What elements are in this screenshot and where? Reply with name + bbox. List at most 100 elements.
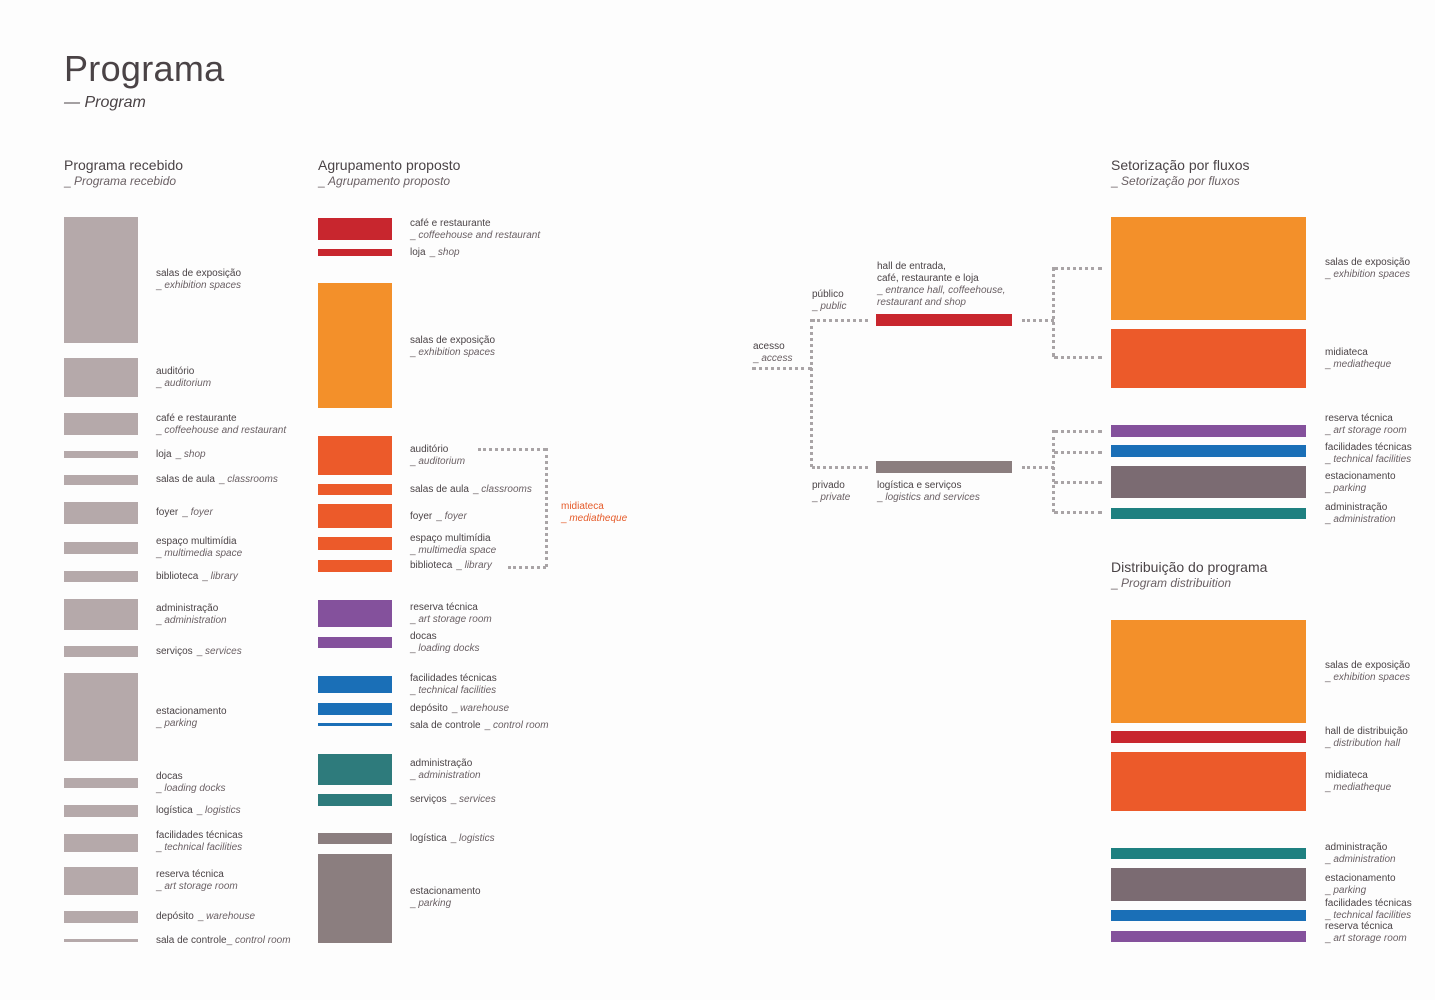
distribution-label-storage: reserva técnicaart storage room xyxy=(1325,921,1407,945)
received-label-technical: facilidades técnicastechnical facilities xyxy=(156,830,243,854)
received-label-administration: administraçãoadministration xyxy=(156,603,227,627)
grouping-title: Agrupamento proposto xyxy=(318,157,461,173)
flow-dots-private-out xyxy=(1022,466,1054,469)
mediatheque-bracket-top xyxy=(478,448,546,451)
flows-label-administration: administraçãoadministration xyxy=(1325,502,1396,526)
grouping-block-library xyxy=(318,560,392,572)
grouping-label-foyer: foyerfoyer xyxy=(410,511,467,523)
grouping-block-technical xyxy=(318,676,392,693)
flow-label-public: públicopublic xyxy=(812,289,846,313)
flow-block-logistics xyxy=(876,461,1012,473)
distribution-label-mediatheque: midiatecamediatheque xyxy=(1325,770,1391,794)
grouping-label-multimedia: espaço multimídiamultimedia space xyxy=(410,533,496,557)
grouping-label-administration: administraçãoadministration xyxy=(410,758,481,782)
received-block-auditorium xyxy=(64,358,138,397)
flow-label-logistics: logística e serviçoslogistics and servic… xyxy=(877,480,980,504)
received-block-administration xyxy=(64,599,138,630)
grouping-label-shop: lojashop xyxy=(410,247,460,259)
grouping-label-mediatheque: midiatecamediatheque xyxy=(561,501,627,525)
distribution-label-exhibition: salas de exposiçãoexhibition spaces xyxy=(1325,660,1410,684)
flow-block-hall xyxy=(876,314,1012,326)
flow-dots-public xyxy=(812,319,868,322)
received-block-warehouse xyxy=(64,911,138,923)
grouping-block-classrooms xyxy=(318,484,392,495)
received-label-services: serviçosservices xyxy=(156,646,242,658)
distribution-block-mediatheque xyxy=(1111,752,1306,811)
flow-dots-to-storage xyxy=(1054,430,1102,433)
grouping-label-docks: docasloading docks xyxy=(410,631,480,655)
flow-dots-to-administration xyxy=(1054,511,1102,514)
distribution-block-administration xyxy=(1111,848,1306,859)
received-title-en: Programa recebido xyxy=(64,174,176,188)
grouping-label-warehouse: depósitowarehouse xyxy=(410,703,509,715)
distribution-block-technical xyxy=(1111,910,1306,921)
flow-dots-private xyxy=(812,466,868,469)
grouping-block-docks xyxy=(318,637,392,648)
received-block-logistics xyxy=(64,805,138,817)
received-block-docks xyxy=(64,778,138,788)
flow-label-access: acessoaccess xyxy=(753,341,792,365)
grouping-block-exhibition xyxy=(318,283,392,408)
distribution-title: Distribuição do programa xyxy=(1111,559,1268,575)
received-block-parking xyxy=(64,673,138,761)
received-label-multimedia: espaço multimídiamultimedia space xyxy=(156,536,242,560)
grouping-label-classrooms: salas de aulaclassrooms xyxy=(410,484,532,496)
flows-label-storage: reserva técnicaart storage room xyxy=(1325,413,1407,437)
received-label-exhibition: salas de exposiçãoexhibition spaces xyxy=(156,268,241,292)
grouping-block-administration xyxy=(318,754,392,785)
distribution-label-hall: hall de distribuiçãodistribution hall xyxy=(1325,726,1408,750)
received-label-warehouse: depósitowarehouse xyxy=(156,911,255,923)
mediatheque-bracket-side xyxy=(545,448,548,567)
grouping-block-auditorium xyxy=(318,436,392,475)
received-label-shop: lojashop xyxy=(156,449,206,461)
flow-dots-to-exhibition xyxy=(1054,267,1102,270)
grouping-label-auditorium: auditórioauditorium xyxy=(410,444,465,468)
received-block-cafe xyxy=(64,413,138,435)
flow-label-hall: hall de entrada, café, restaurante e loja… xyxy=(877,261,1005,309)
flow-dots-access xyxy=(752,367,812,370)
page-subtitle: — Program xyxy=(64,94,146,111)
received-label-parking: estacionamentoparking xyxy=(156,706,227,730)
grouping-label-logistics: logísticalogistics xyxy=(410,833,495,845)
received-label-docks: docasloading docks xyxy=(156,771,226,795)
flows-label-exhibition: salas de exposiçãoexhibition spaces xyxy=(1325,257,1410,281)
flow-dots-split xyxy=(810,319,813,467)
received-label-auditorium: auditórioauditorium xyxy=(156,366,211,390)
received-label-storage: reserva técnicaart storage room xyxy=(156,869,238,893)
flow-dots-to-parking xyxy=(1054,481,1102,484)
flows-block-storage xyxy=(1111,425,1306,437)
flows-label-mediatheque: midiatecamediatheque xyxy=(1325,347,1391,371)
page-title: Programa xyxy=(64,48,225,89)
flows-block-exhibition xyxy=(1111,217,1306,320)
flow-label-private: privadoprivate xyxy=(812,480,850,504)
grouping-block-warehouse xyxy=(318,703,392,715)
distribution-block-storage xyxy=(1111,931,1306,942)
grouping-label-services: serviçosservices xyxy=(410,794,496,806)
flow-dots-to-technical xyxy=(1054,451,1102,454)
grouping-label-technical: facilidades técnicastechnical facilities xyxy=(410,673,497,697)
grouping-block-parking xyxy=(318,854,392,943)
distribution-block-parking xyxy=(1111,868,1306,901)
grouping-block-shop xyxy=(318,249,392,256)
received-block-control xyxy=(64,939,138,942)
received-label-control: sala de controlecontrol room xyxy=(156,935,291,947)
distribution-label-technical: facilidades técnicastechnical facilities xyxy=(1325,898,1412,922)
grouping-label-exhibition: salas de exposiçãoexhibition spaces xyxy=(410,335,495,359)
flows-block-parking xyxy=(1111,466,1306,498)
grouping-label-library: bibliotecalibrary xyxy=(410,560,492,572)
grouping-block-storage xyxy=(318,600,392,627)
received-label-cafe: café e restaurantecoffeehouse and restau… xyxy=(156,413,286,437)
grouping-label-storage: reserva técnicaart storage room xyxy=(410,602,492,626)
grouping-label-parking: estacionamentoparking xyxy=(410,886,481,910)
grouping-block-logistics xyxy=(318,833,392,844)
flows-block-technical xyxy=(1111,445,1306,457)
distribution-label-parking: estacionamentoparking xyxy=(1325,873,1396,897)
flow-dots-to-mediatheque xyxy=(1054,356,1102,359)
grouping-label-cafe: café e restaurantecoffeehouse and restau… xyxy=(410,218,540,242)
received-block-technical xyxy=(64,834,138,852)
grouping-block-services xyxy=(318,794,392,806)
grouping-label-control: sala de controlecontrol room xyxy=(410,720,549,732)
distribution-title-en: Program distribuition xyxy=(1111,576,1231,590)
flows-label-parking: estacionamentoparking xyxy=(1325,471,1396,495)
received-block-shop xyxy=(64,451,138,458)
